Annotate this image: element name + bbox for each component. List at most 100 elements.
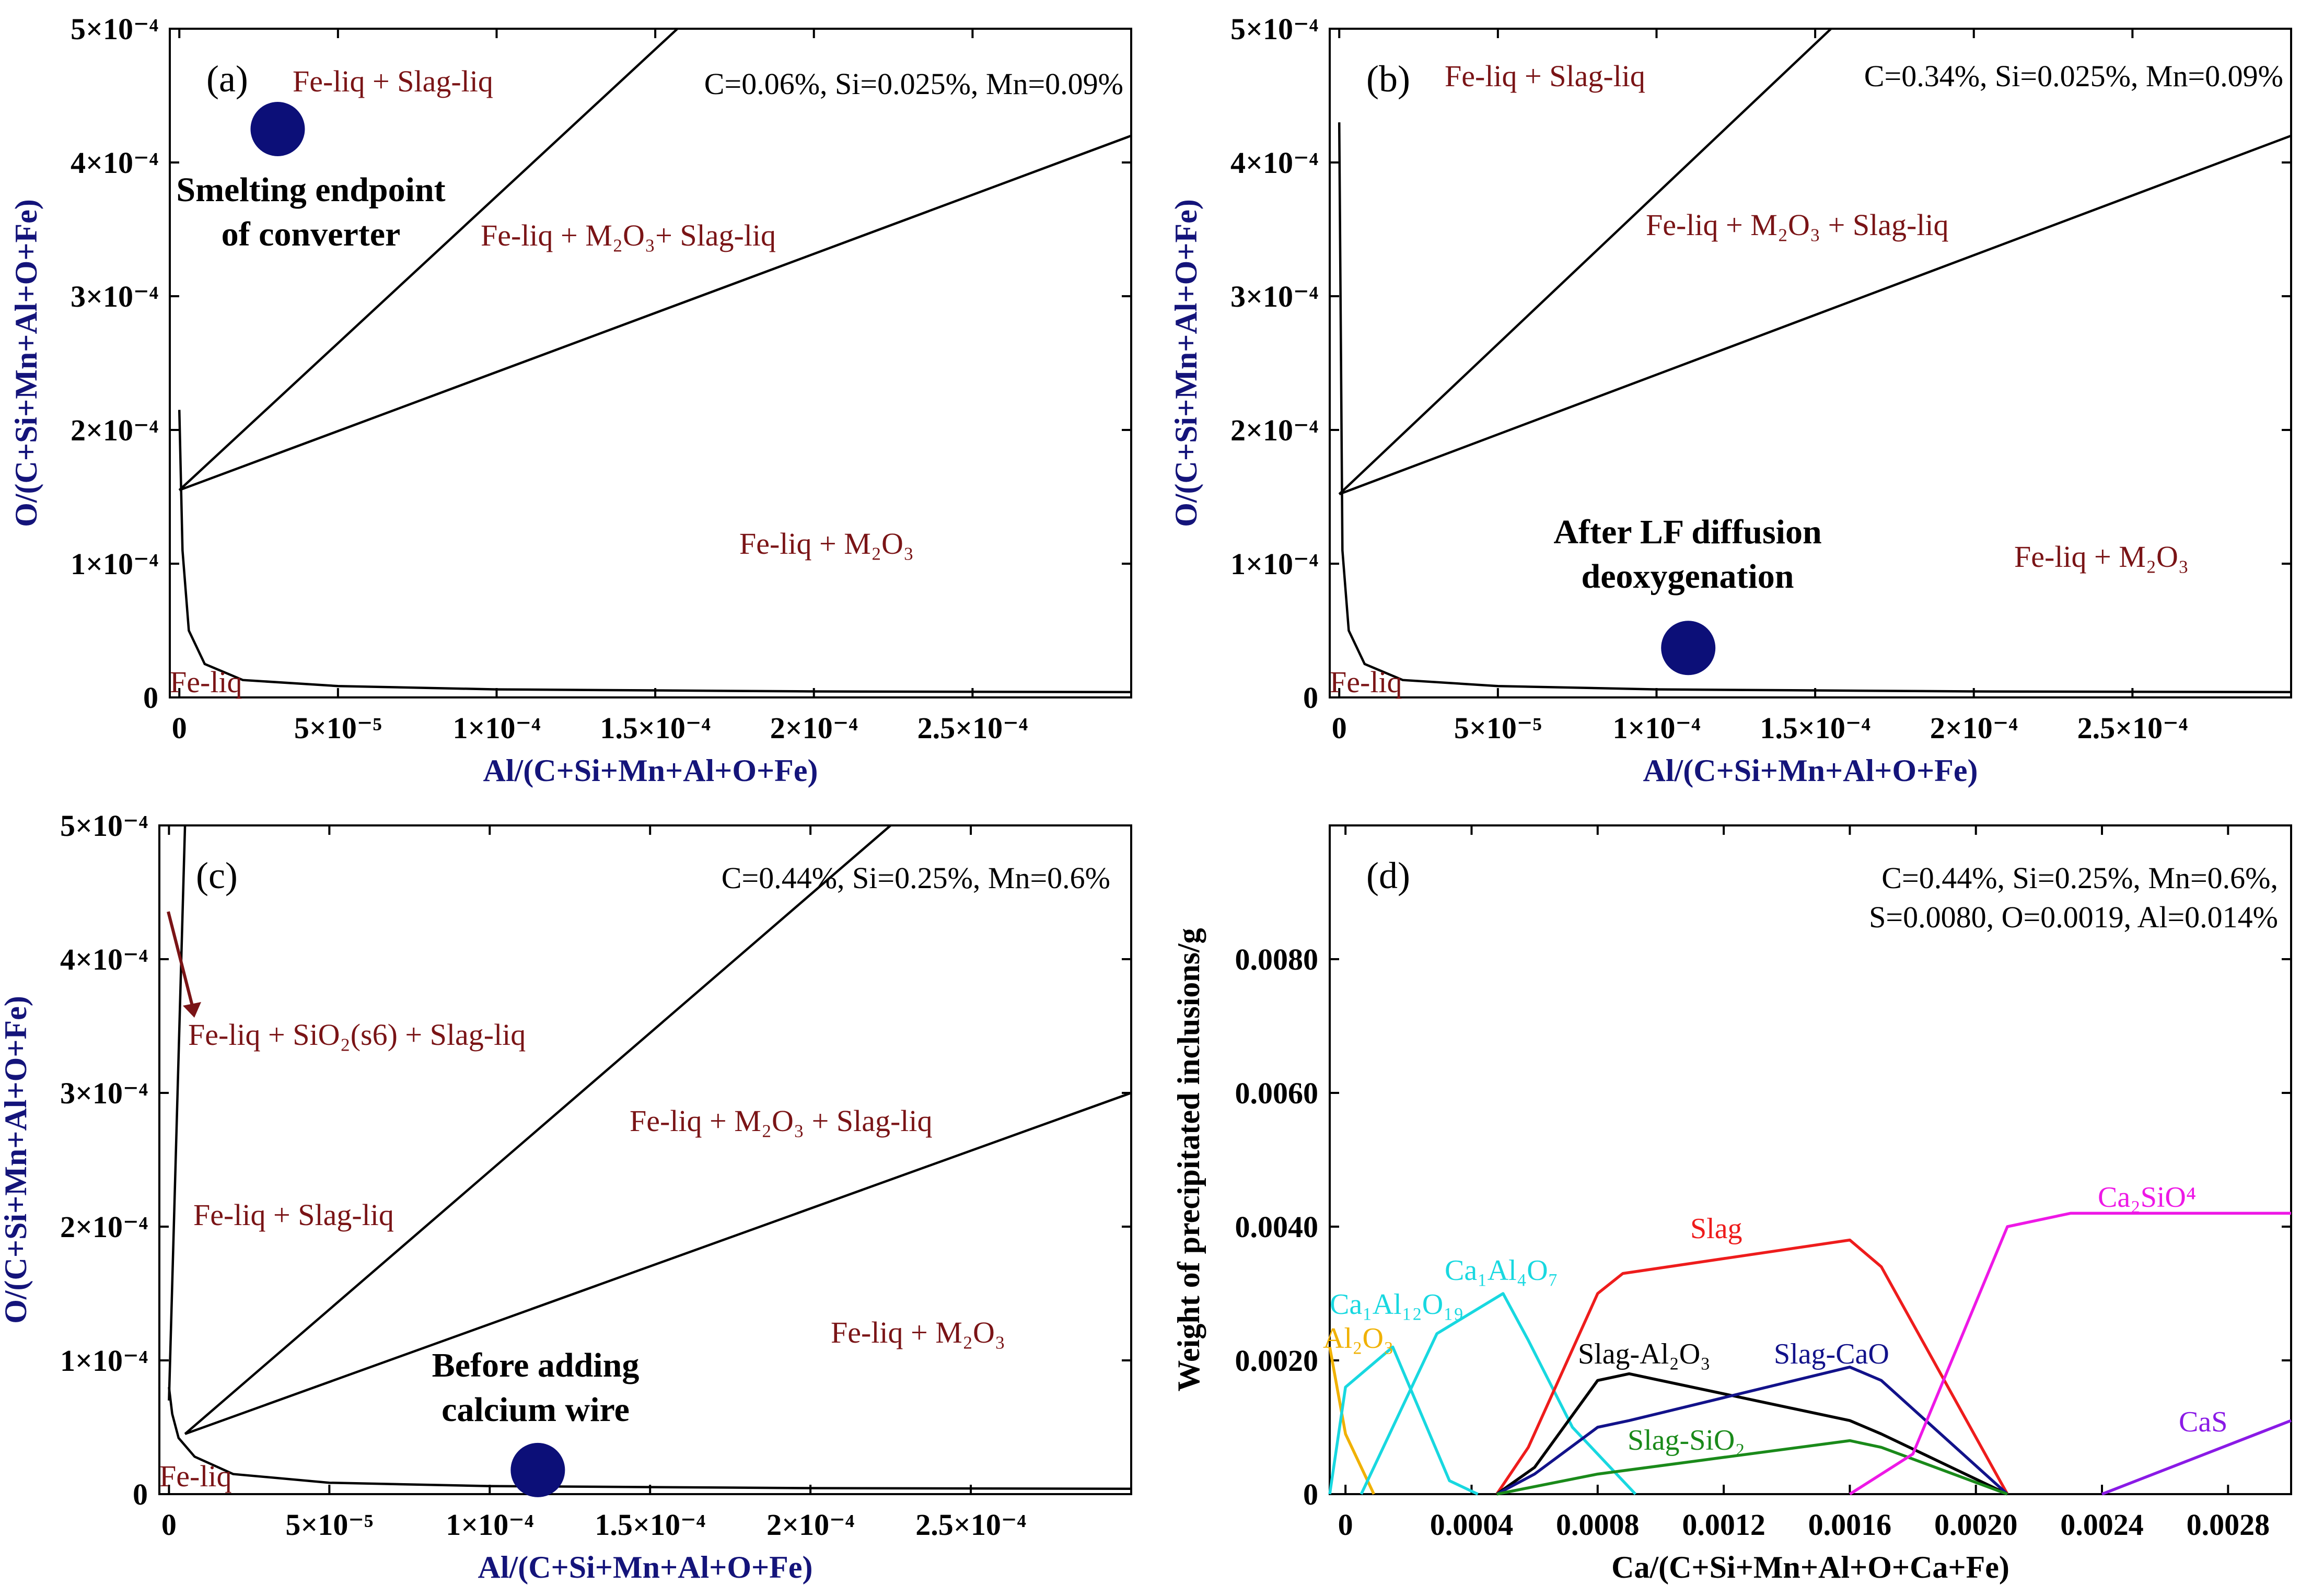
y-tick-label: 0 [143, 681, 158, 715]
series-line [1496, 1372, 2008, 1496]
phase-boundary-line [184, 824, 892, 1435]
x-tick-label: 2×10⁻⁴ [766, 1508, 854, 1542]
phase-region-label: Fe-liq + Slag-liq [1445, 59, 1645, 93]
phase-region-label: Fe-liq + M₂O₃ [831, 1315, 1005, 1349]
series-label: Ca₁Al₁₂O₁₉ [1330, 1288, 1463, 1321]
phase-boundary-line [178, 410, 1132, 694]
x-axis-title: Al/(C+Si+Mn+Al+O+Fe) [1643, 753, 1978, 788]
x-tick-label: 0.0008 [1556, 1508, 1640, 1542]
series-line [1328, 1345, 1479, 1496]
series-line [2101, 1419, 2292, 1496]
x-tick-label: 0.0016 [1808, 1508, 1892, 1542]
x-tick-label: 0.0004 [1430, 1508, 1514, 1542]
y-tick-label: 2×10⁻⁴ [71, 413, 158, 447]
y-tick-label: 0 [1303, 681, 1318, 715]
state-point-label: deoxygenation [1581, 557, 1794, 596]
series-label: Slag [1690, 1213, 1742, 1245]
x-tick-label: 0.0028 [2187, 1508, 2270, 1542]
phase-region-label: Fe-liq [170, 665, 242, 699]
y-tick-label: 3×10⁻⁴ [1230, 279, 1318, 313]
x-tick-label: 2×10⁻⁴ [770, 711, 858, 745]
y-tick-label: 1×10⁻⁴ [71, 547, 158, 581]
composition-label: C=0.44%, Si=0.25%, Mn=0.6%, [1881, 861, 2278, 895]
x-tick-label: 0.0012 [1682, 1508, 1765, 1542]
y-tick-label: 0.0060 [1235, 1076, 1319, 1110]
y-tick-label: 4×10⁻⁴ [71, 146, 158, 180]
x-tick-label: 2.5×10⁻⁴ [917, 711, 1028, 745]
panel-d: 0 0.0004 0.0008 0.0012 0.0016 0.0020 0.0024 0.0… [1171, 824, 2292, 1585]
y-tick-label: 5×10⁻⁴ [60, 809, 148, 843]
composition-label: C=0.34%, Si=0.025%, Mn=0.09% [1864, 59, 2283, 93]
x-tick-label: 1.5×10⁻⁴ [595, 1508, 705, 1542]
phase-region-label: Fe-liq + M₂O₃+ Slag-liq [481, 218, 776, 252]
y-tick-label: 5×10⁻⁴ [71, 12, 158, 46]
phase-region-label: Fe-liq + M₂O₃ [2014, 540, 2189, 574]
x-tick-label: 1×10⁻⁴ [1612, 711, 1700, 745]
composition-label: S=0.0080, O=0.0019, Al=0.014% [1869, 900, 2278, 934]
phase-region-label: Fe-liq + M₂O₃ [739, 527, 914, 561]
y-axis-title: Weight of precipitated inclusions/g [1171, 928, 1206, 1391]
y-tick-label: 3×10⁻⁴ [71, 279, 158, 313]
series-label: Slag-Al₂O₃ [1578, 1338, 1711, 1370]
y-axis-title: O/(C+Si+Mn+Al+O+Fe) [1169, 199, 1203, 527]
y-tick-label: 0.0080 [1235, 942, 1319, 976]
plot-frame [158, 824, 1132, 1495]
y-tick-label: 5×10⁻⁴ [1230, 12, 1318, 46]
series-label: Ca₂SiO⁴ [2098, 1181, 2196, 1214]
x-tick-label: 1.5×10⁻⁴ [600, 711, 711, 745]
region-pointer-arrow [167, 911, 194, 1006]
y-tick-label: 1×10⁻⁴ [60, 1344, 148, 1378]
phase-region-label: Fe-liq + Slag-liq [193, 1198, 394, 1232]
phase-boundary-line [178, 28, 679, 491]
composition-label: C=0.44%, Si=0.25%, Mn=0.6% [722, 861, 1110, 895]
state-point-label: of converter [222, 215, 401, 253]
series-line [1328, 1346, 1375, 1495]
x-tick-label: 0.0020 [1934, 1508, 2018, 1542]
x-tick-label: 0 [172, 711, 187, 745]
y-tick-label: 3×10⁻⁴ [60, 1076, 148, 1110]
x-tick-label: 0 [161, 1508, 177, 1542]
panel-c: 0 5×10⁻⁵ 1×10⁻⁴ 1.5×10⁻⁴ 2×10⁻⁴ 2.5×10⁻⁴ 0 1×10… [0, 809, 1132, 1585]
phase-region-label: Fe-liq + M₂O₃ + Slag-liq [630, 1104, 933, 1138]
y-tick-label: 0.0040 [1235, 1210, 1319, 1244]
phase-region-label: Fe-liq [1330, 665, 1402, 699]
panel-label: (a) [206, 58, 248, 100]
y-axis-title: O/(C+Si+Mn+Al+O+Fe) [9, 199, 43, 527]
x-tick-label: 5×10⁻⁵ [294, 711, 382, 745]
series-line [1496, 1366, 2008, 1496]
y-tick-label: 2×10⁻⁴ [60, 1210, 148, 1244]
phase-boundary-line [168, 825, 187, 1401]
y-tick-label: 0 [133, 1477, 148, 1511]
phase-boundary-line [179, 134, 1132, 492]
state-point-marker [510, 1442, 565, 1497]
panel-label: (c) [196, 855, 238, 896]
y-tick-label: 0 [1303, 1477, 1318, 1511]
x-tick-label: 1×10⁻⁴ [446, 1508, 533, 1542]
state-point-label: After LF diffusion [1553, 513, 1821, 551]
state-point-label: calcium wire [442, 1391, 630, 1429]
series-label: Slag-CaO [1774, 1338, 1889, 1370]
arrow-head-icon [183, 1002, 201, 1018]
plot-frame [169, 28, 1132, 698]
x-tick-label: 2×10⁻⁴ [1930, 711, 2018, 745]
x-tick-label: 1×10⁻⁴ [452, 711, 540, 745]
y-tick-label: 4×10⁻⁴ [1230, 146, 1318, 180]
phase-boundary-line [168, 1387, 1132, 1490]
x-tick-label: 5×10⁻⁵ [285, 1508, 373, 1542]
phase-boundary-line [1338, 122, 2292, 694]
y-tick-label: 1×10⁻⁴ [1230, 547, 1318, 581]
x-tick-label: 1.5×10⁻⁴ [1760, 711, 1870, 745]
series-label: Slag-SiO₂ [1628, 1424, 1745, 1457]
y-tick-label: 0.0020 [1235, 1344, 1319, 1378]
phase-region-label: Fe-liq [159, 1459, 232, 1493]
x-axis-title: Ca/(C+Si+Mn+Al+O+Ca+Fe) [1611, 1550, 2009, 1585]
x-axis-title: Al/(C+Si+Mn+Al+O+Fe) [478, 1550, 813, 1585]
phase-boundary-line [184, 1091, 1132, 1435]
y-tick-label: 4×10⁻⁴ [60, 942, 148, 976]
phase-boundary-line [1338, 28, 1832, 495]
y-axis-title: O/(C+Si+Mn+Al+O+Fe) [0, 996, 33, 1324]
x-tick-label: 0 [1338, 1508, 1353, 1542]
x-tick-label: 2.5×10⁻⁴ [915, 1508, 1026, 1542]
series-line [1495, 1238, 2009, 1495]
